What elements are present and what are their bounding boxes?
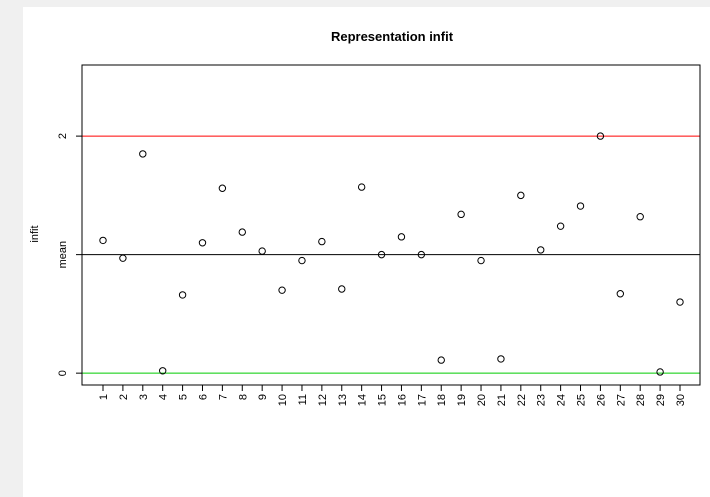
x-tick-label-1: 1 <box>98 394 110 400</box>
x-tick-label-20: 20 <box>476 394 488 406</box>
data-point-16 <box>397 233 406 241</box>
x-tick-label-12: 12 <box>317 394 329 406</box>
data-point-28 <box>636 213 644 221</box>
data-point-12 <box>318 237 326 246</box>
data-point-25 <box>576 202 585 210</box>
x-tick-label-25: 25 <box>576 394 588 406</box>
x-tick-label-16: 16 <box>396 394 408 406</box>
data-point-4 <box>158 367 167 375</box>
data-point-2 <box>119 254 127 262</box>
y-tick-label-mean: mean <box>57 241 69 269</box>
data-point-6 <box>198 239 207 247</box>
x-tick-label-17: 17 <box>416 394 428 406</box>
x-tick-label-28: 28 <box>635 394 647 406</box>
x-tick-label-19: 19 <box>456 394 468 406</box>
data-point-14 <box>357 183 366 191</box>
x-tick-label-10: 10 <box>277 394 289 406</box>
data-point-26 <box>596 132 605 140</box>
x-tick-label-13: 13 <box>337 394 349 406</box>
data-point-13 <box>338 285 346 293</box>
chart-title: Representation infit <box>331 29 454 44</box>
y-tick-label-0: 0 <box>57 370 69 376</box>
y-axis: 0 2 mean <box>57 133 82 376</box>
data-point-8 <box>238 228 246 236</box>
x-tick-label-4: 4 <box>158 394 170 400</box>
x-tick-label-27: 27 <box>615 394 627 406</box>
x-tick-label-9: 9 <box>257 394 269 400</box>
data-point-29 <box>656 368 664 376</box>
x-tick-label-22: 22 <box>516 394 528 406</box>
data-point-20 <box>477 256 485 265</box>
data-point-1 <box>99 236 107 245</box>
data-point-5 <box>178 291 187 299</box>
x-tick-label-23: 23 <box>536 394 548 406</box>
data-point-15 <box>377 250 386 259</box>
plot-frame <box>81 64 701 386</box>
x-tick-label-26: 26 <box>595 394 607 406</box>
reference-lines <box>82 135 700 374</box>
data-point-7 <box>218 184 227 192</box>
x-tick-label-21: 21 <box>496 394 508 406</box>
data-point-23 <box>537 246 545 254</box>
x-tick-label-18: 18 <box>436 394 448 406</box>
data-point-18 <box>437 356 445 364</box>
x-tick-label-14: 14 <box>357 394 369 406</box>
data-point-19 <box>457 210 465 219</box>
x-tick-label-15: 15 <box>377 394 389 406</box>
data-point-17 <box>417 250 426 259</box>
x-tick-label-6: 6 <box>197 394 209 400</box>
y-axis-label: infit <box>29 225 41 242</box>
x-tick-label-30: 30 <box>675 394 687 406</box>
x-tick-label-3: 3 <box>138 394 150 400</box>
x-tick-label-24: 24 <box>556 394 568 406</box>
data-point-30 <box>676 298 684 306</box>
x-axis: 1 2 3 4 5 6 7 8 9 10 11 12 13 14 15 16 17 18 19 20 21 22 23 24 2… <box>98 385 687 406</box>
x-tick-label-5: 5 <box>178 394 190 400</box>
x-tick-label-7: 7 <box>217 394 229 400</box>
data-point-27 <box>616 290 625 298</box>
x-tick-label-2: 2 <box>118 394 130 400</box>
data-point-11 <box>298 256 306 265</box>
data-point-3 <box>139 150 147 158</box>
data-points <box>99 132 684 376</box>
data-point-10 <box>278 286 286 294</box>
data-point-9 <box>258 247 266 255</box>
y-tick-label-1: 2 <box>57 133 69 139</box>
data-point-22 <box>517 191 525 200</box>
x-tick-label-11: 11 <box>297 394 309 405</box>
data-point-21 <box>497 355 505 363</box>
data-point-24 <box>556 222 565 230</box>
x-tick-label-29: 29 <box>655 394 667 406</box>
x-tick-label-8: 8 <box>237 394 249 400</box>
